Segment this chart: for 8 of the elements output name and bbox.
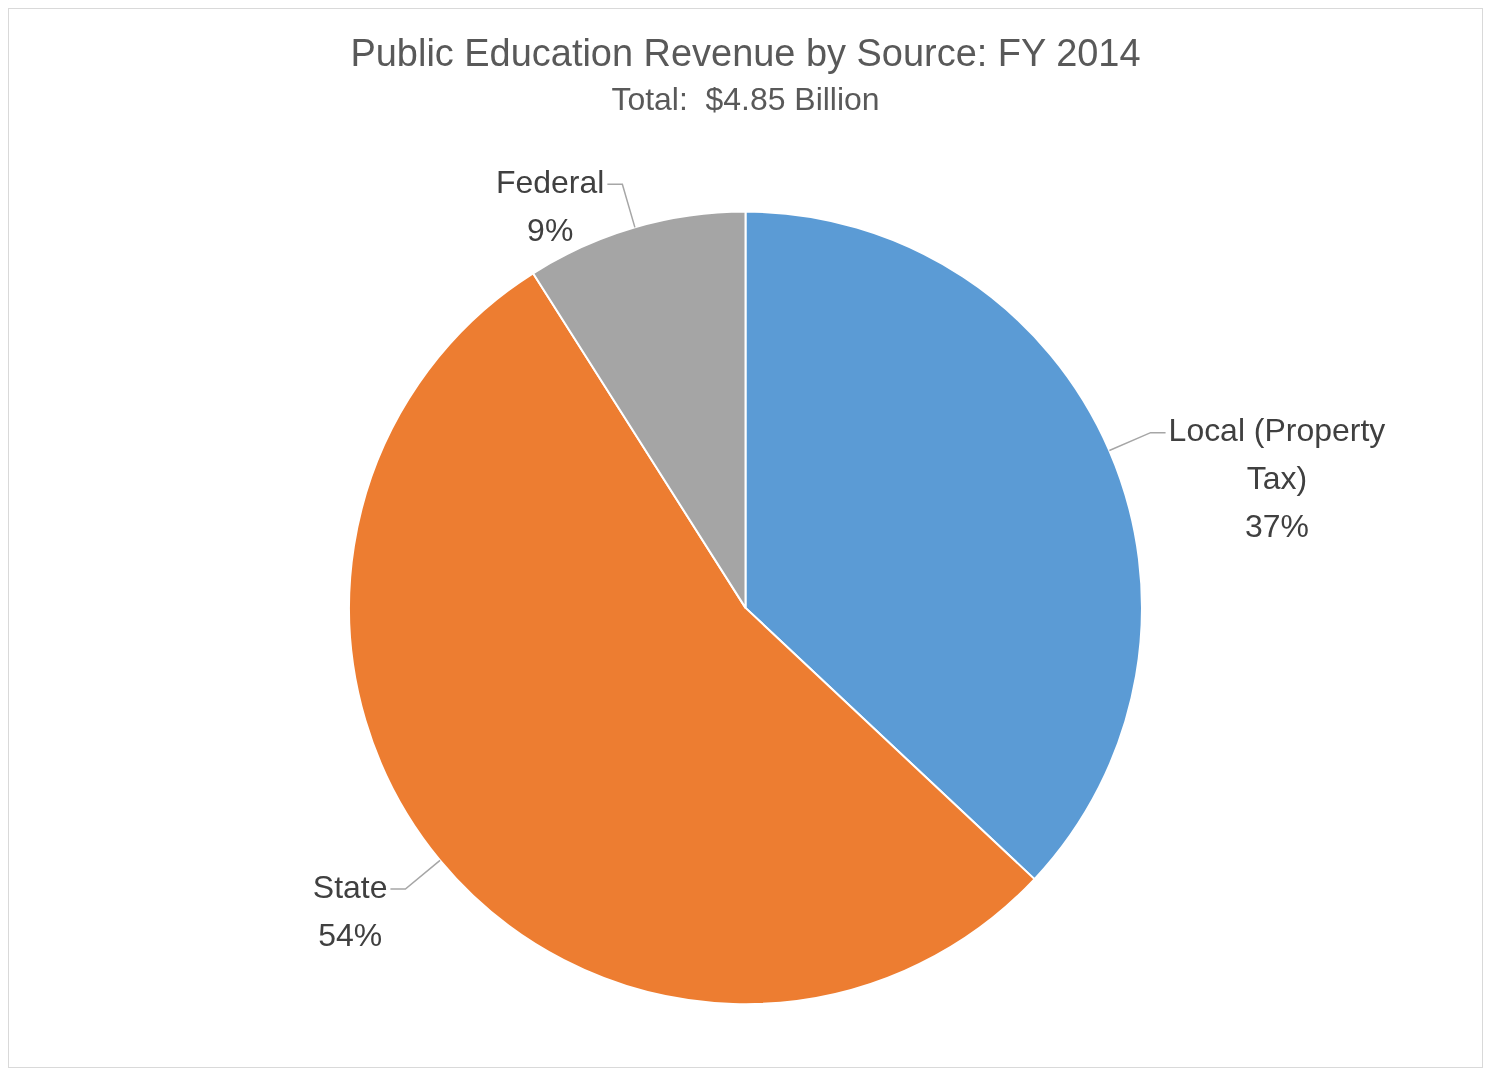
chart-title: Public Education Revenue by Source: FY 2014 — [350, 32, 1141, 75]
data-label: 54% — [318, 916, 383, 953]
slice-label: State — [312, 868, 388, 905]
data-label: 9% — [527, 211, 574, 248]
chart-subtitle: Total: $4.85 Billion — [611, 81, 880, 118]
data-label: 37% — [1244, 508, 1309, 545]
slice-label: Local (Property Tax) — [1168, 412, 1386, 497]
slice-label: Federal — [496, 164, 605, 201]
